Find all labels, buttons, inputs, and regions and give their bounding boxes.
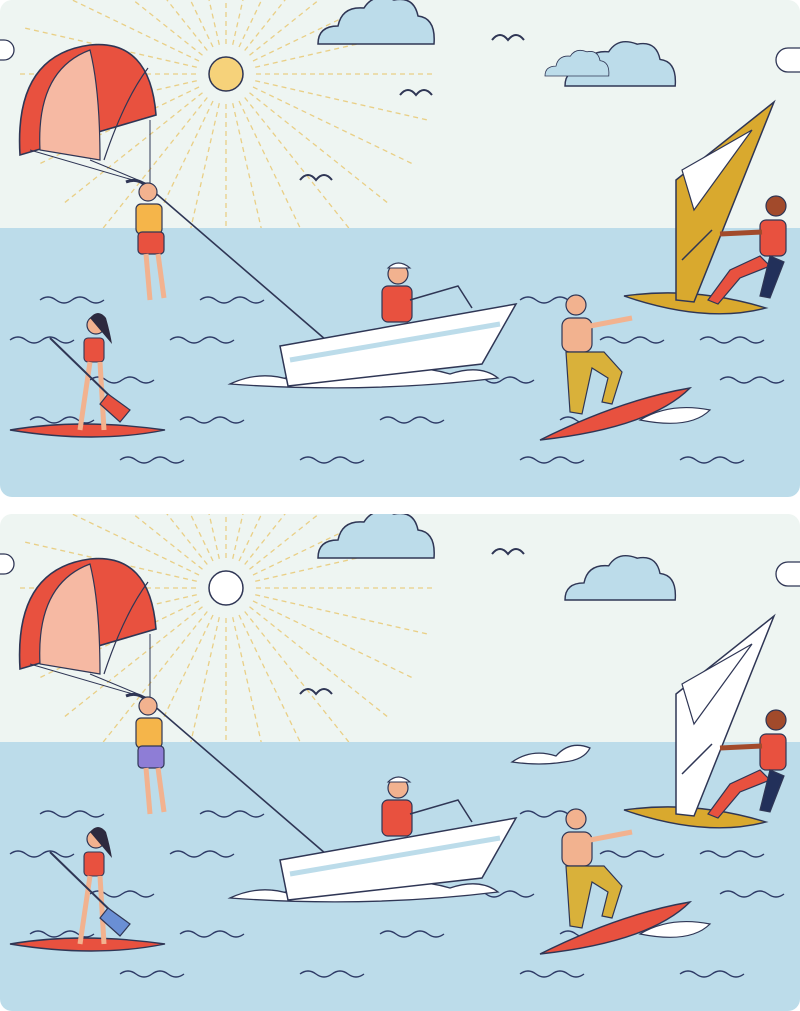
cloud <box>317 0 435 45</box>
seagull-icon <box>299 688 333 696</box>
tow-rope <box>151 703 327 855</box>
parasailer-shorts[interactable] <box>137 745 165 769</box>
surfer[interactable] <box>539 294 712 441</box>
scene <box>0 0 800 497</box>
surfer[interactable] <box>539 808 712 955</box>
paddle-boarder[interactable] <box>9 313 166 438</box>
paddle-boarder[interactable] <box>9 827 166 952</box>
parasailer-shorts[interactable] <box>137 231 165 255</box>
windsurf-sail[interactable] <box>675 99 776 303</box>
parachute[interactable] <box>18 557 157 700</box>
seagull-icon <box>299 174 333 182</box>
tow-rope <box>151 189 327 341</box>
paddle-blade[interactable] <box>99 907 131 937</box>
motor-boat[interactable] <box>227 776 518 903</box>
sun-icon[interactable] <box>208 570 244 606</box>
seagull-icon <box>491 548 525 556</box>
windsurfer[interactable] <box>623 613 787 829</box>
wave-splash <box>510 744 591 765</box>
scene <box>0 514 800 1011</box>
cloud <box>564 554 677 601</box>
parasailer[interactable] <box>125 692 167 815</box>
seagull-icon <box>399 89 433 97</box>
windsurf-sail[interactable] <box>675 613 776 817</box>
motor-boat[interactable] <box>227 262 518 389</box>
bottom-picture-panel[interactable] <box>0 514 800 1011</box>
paddle-blade[interactable] <box>99 393 131 423</box>
sun-icon[interactable] <box>208 56 244 92</box>
seagull-icon <box>491 34 525 42</box>
parasailer[interactable] <box>125 178 167 301</box>
cloud <box>317 514 435 559</box>
cloud <box>544 49 610 77</box>
windsurfer[interactable] <box>623 99 787 315</box>
top-picture-panel[interactable] <box>0 0 800 497</box>
